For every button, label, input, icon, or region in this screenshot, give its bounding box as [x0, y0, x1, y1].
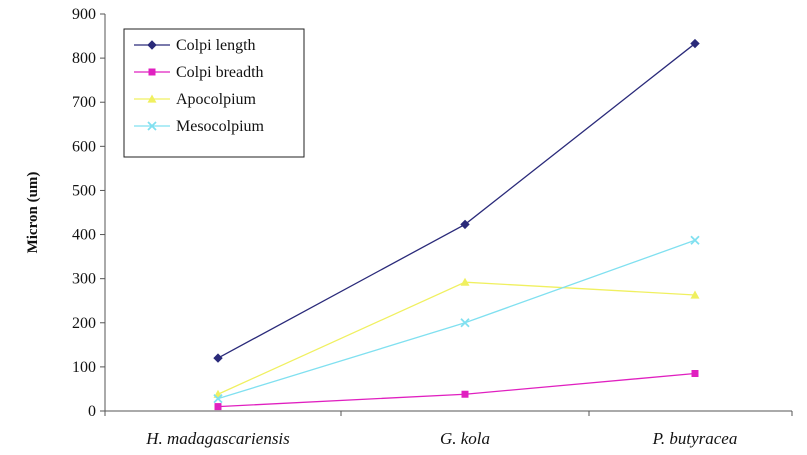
legend-box [123, 28, 305, 158]
series-colpi-length [213, 38, 700, 363]
y-tick-label: 700 [72, 94, 96, 111]
marker-stroke [147, 121, 157, 131]
marker-stroke [690, 235, 700, 245]
x-tick-label: P. butyracea [652, 429, 738, 448]
x-tick-label: G. kola [440, 429, 490, 448]
x-tick-label: H. madagascariensis [145, 429, 290, 448]
y-tick-label: 300 [72, 271, 96, 288]
y-tick-label: 400 [72, 227, 96, 244]
legend-swatch-marker [147, 40, 157, 50]
series-colpi-breadth [214, 370, 699, 411]
data-point [213, 353, 223, 363]
data-point [461, 390, 469, 398]
y-tick-label: 0 [88, 403, 96, 420]
marker-stroke [460, 318, 470, 328]
y-tick-label: 100 [72, 359, 96, 376]
y-axis-label: Micron (um) [25, 172, 41, 254]
data-point [213, 394, 223, 404]
y-tick-label: 500 [72, 182, 96, 199]
data-point [690, 290, 700, 299]
series-layer [213, 38, 700, 411]
data-point [690, 38, 700, 49]
legend-label: Mesocolpium [176, 118, 265, 135]
axes: 0 100 200 300 400 500 600 700 800 900 H. madagasca… [72, 6, 793, 448]
legend-item: Mesocolpium [134, 118, 265, 135]
legend: Colpi length Colpi breadth Apocolpium Mesoc… [123, 28, 305, 158]
data-point [460, 277, 470, 286]
data-point [214, 403, 222, 411]
series-line [217, 281, 696, 395]
legend-item: Apocolpium [134, 91, 257, 108]
legend-swatch-marker [148, 68, 156, 76]
y-tick-label: 200 [72, 315, 96, 332]
series-line [217, 372, 696, 408]
data-point [460, 219, 470, 230]
legend-item: Colpi breadth [134, 64, 264, 81]
legend-swatch-marker [147, 121, 157, 131]
data-point [691, 370, 699, 378]
data-point [690, 235, 700, 245]
y-tick-label: 800 [72, 50, 96, 67]
legend-swatch-marker [147, 94, 157, 103]
y-tick-label: 600 [72, 138, 96, 155]
y-tick-label: 900 [72, 6, 96, 23]
series-mesocolpium [213, 235, 700, 404]
legend-label: Colpi breadth [176, 64, 264, 81]
legend-label: Colpi length [176, 37, 256, 54]
legend-item: Colpi length [134, 37, 256, 54]
legend-label: Apocolpium [176, 91, 257, 108]
marker-stroke [213, 394, 223, 404]
data-point [460, 318, 470, 328]
